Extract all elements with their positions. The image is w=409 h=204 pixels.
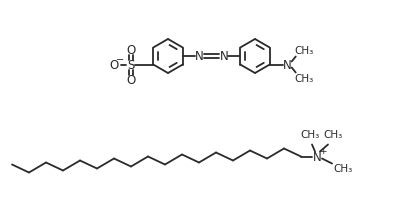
Text: −: − [116,55,124,65]
Text: O: O [110,59,119,72]
Text: +: + [319,146,327,155]
Text: CH₃: CH₃ [294,74,313,84]
Text: N: N [312,150,321,163]
Text: CH₃: CH₃ [324,130,343,140]
Text: CH₃: CH₃ [333,164,353,174]
Text: O: O [127,74,136,86]
Text: N: N [220,50,229,63]
Text: N: N [194,50,203,63]
Text: CH₃: CH₃ [300,130,319,140]
Text: O: O [127,44,136,57]
Text: CH₃: CH₃ [294,46,313,56]
Text: N: N [283,59,292,72]
Text: S: S [128,59,135,72]
